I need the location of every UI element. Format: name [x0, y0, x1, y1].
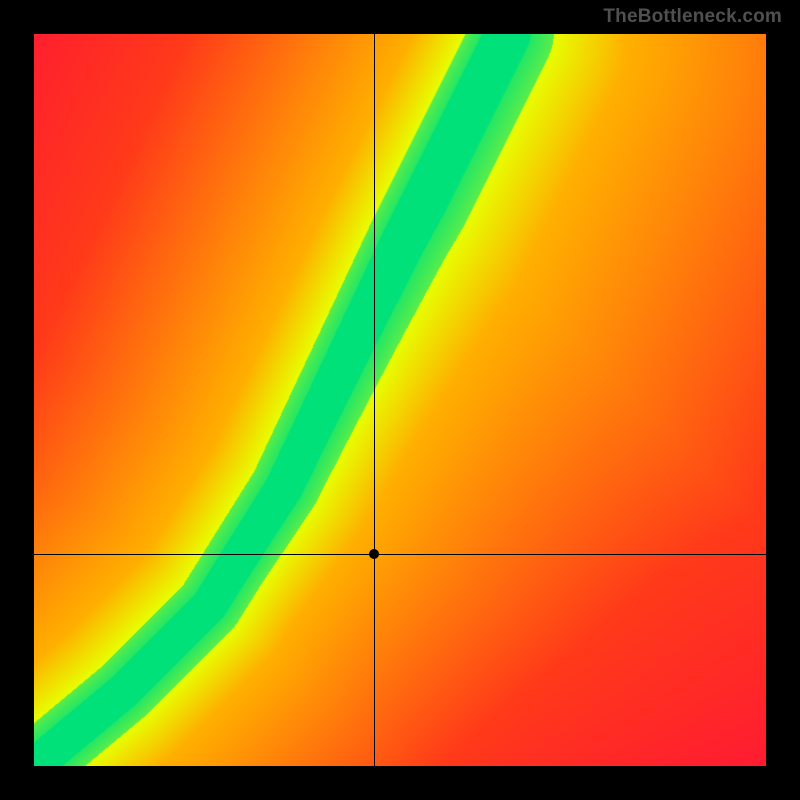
chart-area: [34, 34, 766, 766]
heatmap-canvas: [34, 34, 766, 766]
crosshair-horizontal: [34, 554, 766, 555]
crosshair-vertical: [374, 34, 375, 766]
watermark-text: TheBottleneck.com: [603, 6, 782, 28]
crosshair-marker-dot: [369, 549, 379, 559]
